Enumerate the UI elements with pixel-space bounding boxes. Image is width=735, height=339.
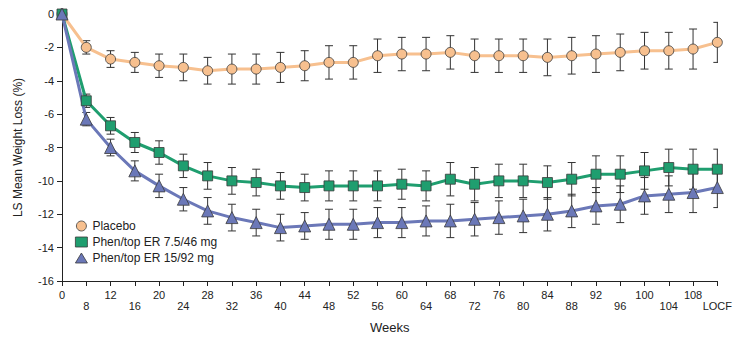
svg-text:0: 0 <box>48 8 54 20</box>
svg-text:-12: -12 <box>38 208 54 220</box>
svg-text:56: 56 <box>371 300 383 312</box>
svg-text:32: 32 <box>226 300 238 312</box>
svg-text:20: 20 <box>153 289 165 301</box>
svg-text:76: 76 <box>493 289 505 301</box>
svg-text:88: 88 <box>566 300 578 312</box>
svg-text:-10: -10 <box>38 175 54 187</box>
svg-text:36: 36 <box>250 289 262 301</box>
svg-text:LOCF: LOCF <box>703 300 733 312</box>
svg-text:Phen/top ER 7.5/46 mg: Phen/top ER 7.5/46 mg <box>92 235 217 249</box>
svg-text:52: 52 <box>347 289 359 301</box>
svg-text:100: 100 <box>635 289 653 301</box>
svg-text:8: 8 <box>83 300 89 312</box>
svg-text:-4: -4 <box>44 75 54 87</box>
svg-text:72: 72 <box>468 300 480 312</box>
svg-text:28: 28 <box>202 289 214 301</box>
svg-text:Phen/top ER 15/92 mg: Phen/top ER 15/92 mg <box>92 251 213 265</box>
svg-text:84: 84 <box>541 289 553 301</box>
svg-text:60: 60 <box>396 289 408 301</box>
svg-text:-16: -16 <box>38 275 54 287</box>
svg-text:-2: -2 <box>44 41 54 53</box>
svg-text:Weeks: Weeks <box>370 320 410 335</box>
svg-text:96: 96 <box>614 300 626 312</box>
svg-text:92: 92 <box>590 289 602 301</box>
svg-text:108: 108 <box>684 289 702 301</box>
svg-text:104: 104 <box>660 300 678 312</box>
svg-text:40: 40 <box>274 300 286 312</box>
svg-text:LS Mean Weight Loss (%): LS Mean Weight Loss (%) <box>11 78 25 217</box>
svg-text:48: 48 <box>323 300 335 312</box>
svg-text:Placebo: Placebo <box>92 219 136 233</box>
svg-text:80: 80 <box>517 300 529 312</box>
svg-text:64: 64 <box>420 300 432 312</box>
svg-text:16: 16 <box>129 300 141 312</box>
svg-text:24: 24 <box>177 300 189 312</box>
svg-text:44: 44 <box>299 289 311 301</box>
svg-text:-14: -14 <box>38 242 54 254</box>
svg-text:-8: -8 <box>44 142 54 154</box>
svg-text:-6: -6 <box>44 108 54 120</box>
svg-text:68: 68 <box>444 289 456 301</box>
svg-text:12: 12 <box>104 289 116 301</box>
svg-text:0: 0 <box>59 289 65 301</box>
